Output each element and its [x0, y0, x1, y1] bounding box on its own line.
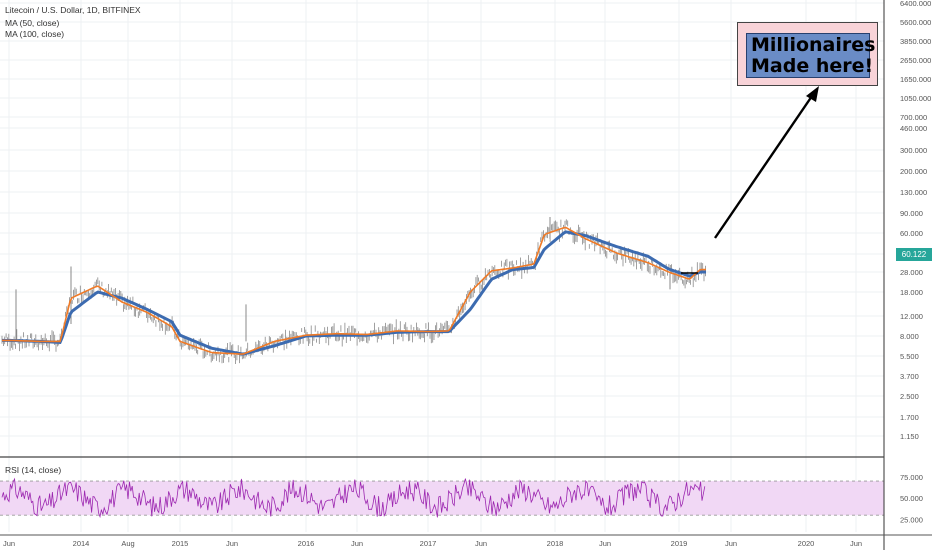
price-tick-label: 3.700	[900, 372, 919, 381]
annotation-label: Millionaires Made here!	[746, 33, 876, 78]
time-tick-label: Jun	[850, 539, 862, 548]
price-tick-label: 2.500	[900, 392, 919, 401]
time-tick-label: Jun	[725, 539, 737, 548]
time-tick-label: Jun	[599, 539, 611, 548]
price-tick-label: 700.000	[900, 113, 927, 122]
arrow-shaft	[714, 95, 813, 239]
rsi-line	[1, 477, 706, 519]
time-tick-label: Jun	[3, 539, 15, 548]
annotation-box: Millionaires Made here!	[737, 22, 878, 86]
ma50-line	[2, 226, 706, 355]
symbol-title: Litecoin / U.S. Dollar, 1D, BITFINEX	[5, 5, 141, 15]
time-tick-label: Jun	[226, 539, 238, 548]
ma50-legend: MA (50, close)	[5, 18, 60, 28]
price-tick-label: 3850.000	[900, 37, 931, 46]
annotation-line-2: Made here!	[751, 55, 874, 77]
price-tick-label: 130.000	[900, 188, 927, 197]
price-tick-label: 12.000	[900, 312, 923, 321]
price-tick-label: 300.000	[900, 146, 927, 155]
rsi-pane	[0, 477, 884, 519]
time-tick-label: 2017	[420, 539, 437, 548]
time-tick-label: 2018	[547, 539, 564, 548]
arrow-annotation	[681, 86, 819, 274]
price-tick-label: 28.000	[900, 268, 923, 277]
time-tick-label: 2014	[73, 539, 90, 548]
rsi-legend: RSI (14, close)	[5, 465, 62, 475]
time-tick-label: 2020	[798, 539, 815, 548]
price-tick-label: 460.000	[900, 124, 927, 133]
arrow-head	[806, 86, 819, 102]
price-tick-label: 8.000	[900, 332, 919, 341]
price-tick-label: 18.000	[900, 288, 923, 297]
price-tick-label: 6400.000	[900, 0, 931, 8]
rsi-tick-label: 75.000	[900, 473, 923, 482]
price-tick-label: 200.000	[900, 167, 927, 176]
time-tick-label: 2016	[298, 539, 315, 548]
price-tick-label: 5.500	[900, 352, 919, 361]
time-tick-label: Jun	[475, 539, 487, 548]
price-tick-label: 1.700	[900, 413, 919, 422]
ma50-series	[2, 226, 706, 355]
ma100-legend: MA (100, close)	[5, 29, 65, 39]
price-tick-label: 1.150	[900, 432, 919, 441]
price-tick-label: 90.000	[900, 209, 923, 218]
price-tick-label: 5600.000	[900, 18, 931, 27]
annotation-line-1: Millionaires	[751, 34, 876, 56]
last-price-tag: 60.122	[896, 248, 932, 261]
time-tick-label: Jun	[351, 539, 363, 548]
time-tick-label: Aug	[121, 539, 134, 548]
rsi-tick-label: 25.000	[900, 515, 923, 524]
price-tick-label: 1650.000	[900, 75, 931, 84]
time-tick-label: 2019	[671, 539, 688, 548]
price-tick-label: 1050.000	[900, 94, 931, 103]
price-tick-label: 2650.000	[900, 56, 931, 65]
ma100-line	[2, 230, 706, 356]
time-tick-label: 2015	[172, 539, 189, 548]
price-tick-label: 60.000	[900, 229, 923, 238]
ma100-series	[2, 230, 706, 356]
chart-grid	[0, 0, 884, 532]
rsi-tick-label: 50.000	[900, 494, 923, 503]
